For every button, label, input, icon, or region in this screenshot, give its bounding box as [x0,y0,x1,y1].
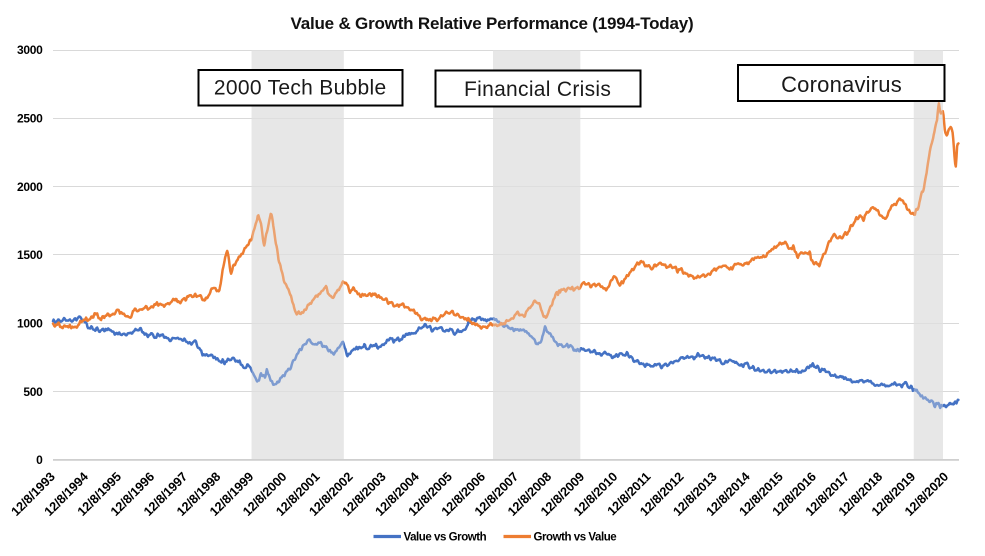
svg-text:2500: 2500 [17,112,43,126]
svg-text:Value vs Growth: Value vs Growth [404,532,487,544]
svg-text:2000 Tech Bubble: 2000 Tech Bubble [214,77,387,100]
svg-text:Growth vs Value: Growth vs Value [534,532,617,544]
svg-text:Coronavirus: Coronavirus [781,72,902,97]
svg-text:Financial Crisis: Financial Crisis [464,78,611,101]
svg-text:Value & Growth Relative Perfor: Value & Growth Relative Performance (199… [291,14,694,33]
svg-text:3000: 3000 [17,43,43,57]
svg-text:2000: 2000 [17,180,43,194]
svg-text:1500: 1500 [17,248,43,262]
svg-text:0: 0 [36,453,43,467]
svg-text:500: 500 [23,385,43,399]
svg-text:1000: 1000 [17,317,43,331]
